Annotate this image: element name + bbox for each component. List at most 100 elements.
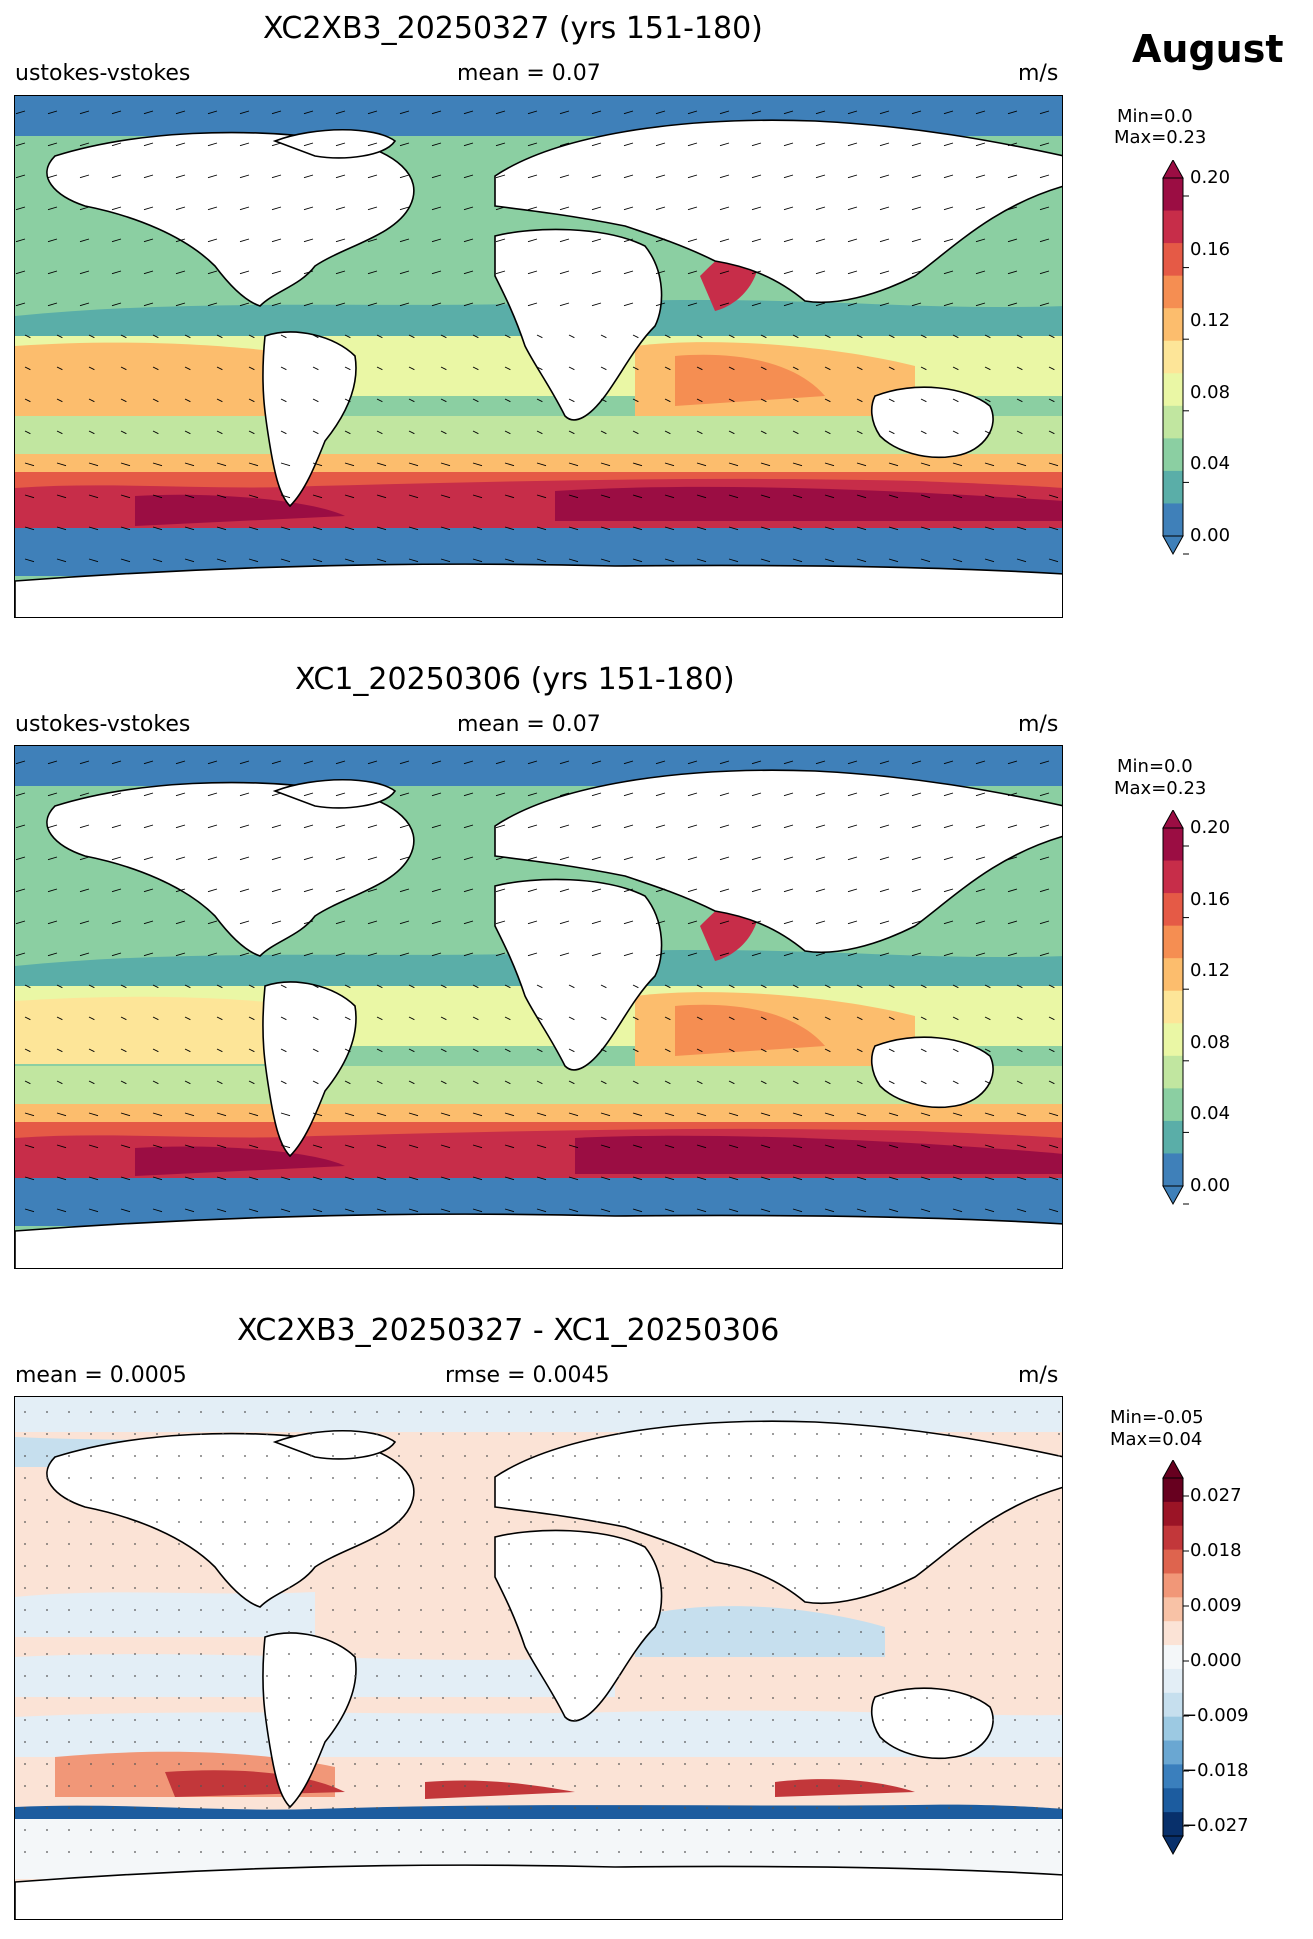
vector-arrow [431,888,442,893]
vector-dot [728,1697,730,1699]
vector-dot [728,1675,730,1677]
vector-dot [970,1719,972,1721]
vector-arrow [56,1016,63,1021]
vector-arrow [600,1144,611,1149]
vector-arrow [751,174,762,179]
vector-dot [442,1565,444,1567]
vector-dot [772,1675,774,1677]
vector-arrow [655,760,666,765]
vector-arrow [431,142,442,147]
vector-arrow [24,558,35,563]
vector-dot [354,1675,356,1677]
vector-arrow [687,952,698,957]
africa [494,878,663,1071]
vector-dot [882,1499,884,1501]
vector-arrow [111,270,122,275]
vector-dot [728,1829,730,1831]
vector-dot [860,1521,862,1523]
vector-dot [90,1785,92,1787]
vector-dot [244,1521,246,1523]
vector-arrow [1039,856,1050,861]
vector-dot [684,1543,686,1545]
colorbar-segment [1163,893,1183,927]
vector-dot [794,1785,796,1787]
panel-3-title: XC2XB3_20250327 - XC1_20250306 [237,1313,780,1348]
vector-dot [90,1653,92,1655]
vector-arrow [687,142,698,147]
vector-arrow [120,526,131,531]
vector-arrow [568,430,575,435]
vector-dot [706,1411,708,1413]
vector-dot [464,1499,466,1501]
vector-arrow [239,206,250,211]
vector-arrow [303,302,314,307]
vector-arrow [696,984,703,989]
vector-arrow [472,984,479,989]
vector-arrow [56,494,67,499]
vector-arrow [856,366,863,371]
vector-dot [816,1697,818,1699]
vector-arrow [527,888,538,893]
vector-dot [332,1829,334,1831]
vector-arrow [728,1112,739,1117]
vector-arrow [239,856,250,861]
vector-dot [68,1631,70,1633]
vector-arrow [504,1112,515,1117]
vector-dot [354,1609,356,1611]
vector-arrow [399,174,410,179]
colorbar-segment [1163,1120,1183,1154]
vector-dot [640,1785,642,1787]
colorbar-segment [1163,308,1183,342]
vector-arrow [696,526,707,531]
vector-dot [948,1609,950,1611]
vector-arrow [303,142,314,147]
vector-arrow [47,888,58,893]
vector-arrow [655,824,666,829]
vector-arrow [367,302,378,307]
vector-dot [530,1433,532,1435]
vector-dot [24,1719,26,1721]
vector-dot [376,1851,378,1853]
colorbar-segment [1163,1645,1183,1670]
vector-arrow [440,1016,447,1021]
vector-dot [46,1455,48,1457]
vector-arrow [15,174,26,179]
vector-dot [970,1653,972,1655]
vector-dot [354,1455,356,1457]
vector-arrow [943,856,954,861]
vector-dot [948,1477,950,1479]
vector-arrow [15,760,26,765]
vector-arrow [15,110,26,115]
vector-dot [596,1565,598,1567]
vector-arrow [911,920,922,925]
vector-dot [46,1543,48,1545]
vector-dot [1058,1587,1060,1589]
vector-dot [508,1609,510,1611]
vector-arrow [111,174,122,179]
vector-arrow [536,334,543,339]
vector-dot [90,1433,92,1435]
vector-arrow [120,1016,127,1021]
vector-dot [970,1499,972,1501]
vector-dot [992,1609,994,1611]
vector-arrow [88,398,95,403]
vector-dot [860,1675,862,1677]
vector-dot [112,1565,114,1567]
vector-arrow [344,526,355,531]
vector-arrow [664,462,675,467]
vector-arrow [312,1048,319,1053]
vector-dot [816,1521,818,1523]
vector-dot [288,1433,290,1435]
vector-arrow [504,984,511,989]
vector-dot [178,1719,180,1721]
africa [494,228,663,421]
vector-arrow [719,888,730,893]
colorbar-tick: 0.12 [1190,310,1231,331]
vector-dot [684,1829,686,1831]
vector-arrow [792,984,799,989]
vector-arrow [431,302,442,307]
vector-dot [376,1587,378,1589]
vector-arrow [783,302,794,307]
southern-max-1 [135,494,345,526]
vector-dot [970,1411,972,1413]
